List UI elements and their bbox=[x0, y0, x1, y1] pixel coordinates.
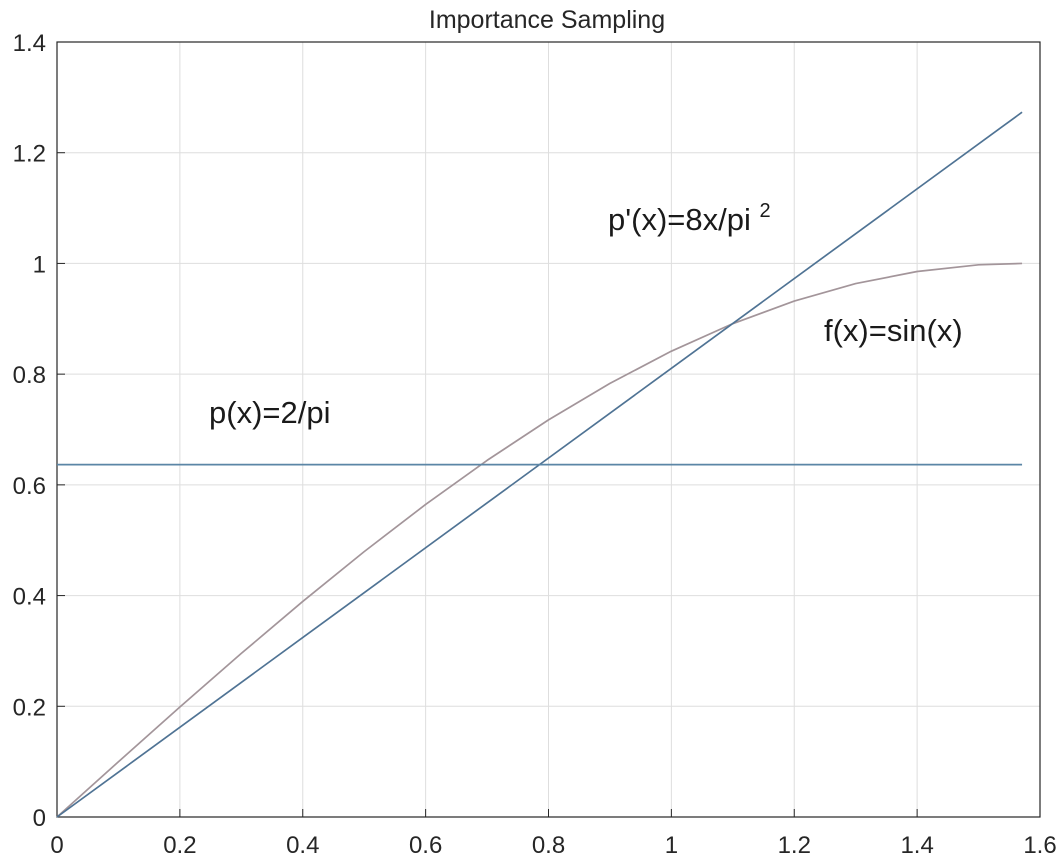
x-tick-label: 1.4 bbox=[900, 832, 933, 859]
y-tick-label: 0.4 bbox=[13, 584, 46, 611]
grid bbox=[57, 42, 1040, 817]
series bbox=[56, 111, 1023, 818]
y-tick-label: 0.6 bbox=[13, 473, 46, 500]
y-tick-label: 1 bbox=[33, 251, 46, 278]
x-tick-label: 1.6 bbox=[1023, 832, 1056, 859]
y-tick-label: 1.2 bbox=[13, 141, 46, 168]
x-tick-label: 0.2 bbox=[163, 832, 196, 859]
x-tick-label: 1.2 bbox=[778, 832, 811, 859]
y-tick-label: 0 bbox=[33, 805, 46, 832]
x-tick-label: 0.8 bbox=[532, 832, 565, 859]
y-tick-label: 1.4 bbox=[13, 30, 46, 57]
y-tick-label: 0.2 bbox=[13, 694, 46, 721]
x-tick-label: 0.6 bbox=[409, 832, 442, 859]
x-tick-label: 0.4 bbox=[286, 832, 319, 859]
annotation-f: f(x)=sin(x) bbox=[824, 313, 963, 348]
series-line-sin bbox=[56, 262, 1023, 818]
chart-title: Importance Sampling bbox=[429, 6, 665, 34]
x-tick-label: 1 bbox=[665, 832, 678, 859]
y-tick-label: 0.8 bbox=[13, 362, 46, 389]
annotation-p-prime-superscript: 2 bbox=[760, 200, 771, 222]
annotation-p: p(x)=2/pi bbox=[209, 395, 330, 430]
x-tick-label: 0 bbox=[50, 832, 63, 859]
annotation-p-prime: p'(x)=8x/pi 2 bbox=[608, 200, 771, 237]
ticks: 0 0.2 0.4 0.6 0.8 1 1.2 1.4 1.6 0 0.2 0.4 0.6 0.8 1 1.2… bbox=[13, 30, 1057, 859]
annotation-p-prime-main: p'(x)=8x/pi bbox=[608, 202, 751, 237]
